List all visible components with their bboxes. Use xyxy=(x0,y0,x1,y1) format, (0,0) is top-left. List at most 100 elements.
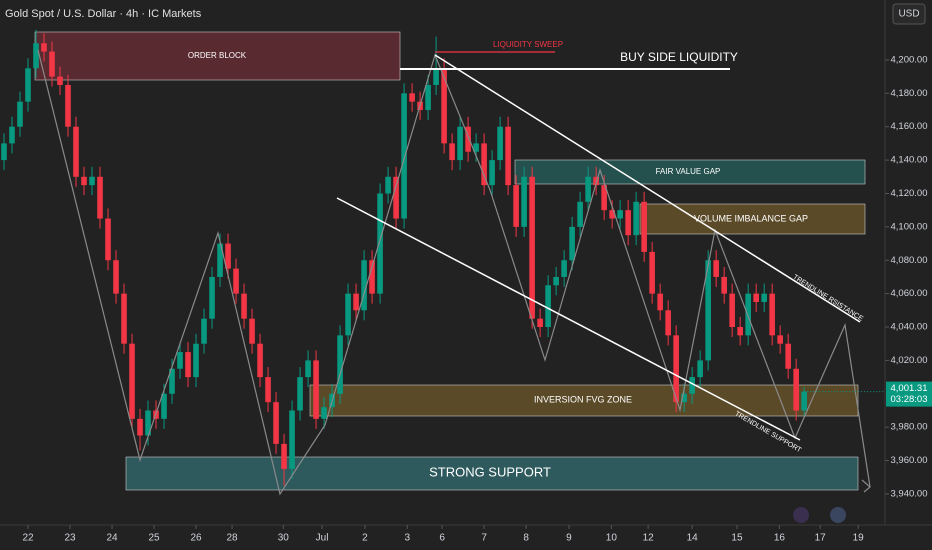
y-tick-label: 4,120.00 xyxy=(891,188,928,199)
candle-body xyxy=(473,143,479,152)
candle-body xyxy=(129,343,135,419)
x-tick-label: 23 xyxy=(64,533,76,544)
x-tick-label: 12 xyxy=(643,533,655,544)
candle-body xyxy=(713,260,719,277)
candle-body xyxy=(337,335,343,394)
candle-body xyxy=(457,126,463,161)
candle-body xyxy=(801,391,807,411)
x-tick-label: 15 xyxy=(731,533,743,544)
zigzag-path xyxy=(37,49,871,496)
y-tick-label: 4,060.00 xyxy=(891,288,928,299)
candle-body xyxy=(121,293,127,344)
flag-icon[interactable] xyxy=(830,507,846,523)
drawings xyxy=(34,31,866,491)
candle-body xyxy=(81,176,87,186)
candle-body xyxy=(377,193,383,294)
trendline-resistance xyxy=(434,54,861,323)
candle-body xyxy=(609,210,615,219)
candle-body xyxy=(49,51,55,77)
x-tick-label: 8 xyxy=(523,533,529,544)
candle-body xyxy=(233,268,239,294)
x-tick-label: 26 xyxy=(190,533,202,544)
candles xyxy=(1,29,807,486)
x-tick-label: Jul xyxy=(316,533,329,544)
y-tick-label: 4,140.00 xyxy=(891,155,928,166)
candle-body xyxy=(273,402,279,444)
candle-body xyxy=(169,368,175,394)
candle-body xyxy=(137,418,143,436)
candle-body xyxy=(9,126,15,144)
candle-body xyxy=(425,84,431,111)
order-block-zone xyxy=(34,31,401,81)
y-tick-label: 4,100.00 xyxy=(891,221,928,232)
arrow-head xyxy=(861,479,871,493)
candle-body xyxy=(193,343,199,378)
candle-body xyxy=(217,243,223,277)
candle-body xyxy=(481,143,487,186)
drawings-lines xyxy=(37,49,871,496)
candle-body xyxy=(513,185,519,227)
inversion-fvg-zone xyxy=(309,384,859,417)
annotation: BUY SIDE LIQUIDITY xyxy=(620,50,738,64)
candle-body xyxy=(201,318,207,344)
x-tick-label: 2 xyxy=(362,533,368,544)
candle-body xyxy=(281,443,287,469)
candle-body xyxy=(529,176,535,319)
candle-body xyxy=(289,410,295,469)
candle-body xyxy=(65,84,71,127)
candle-body xyxy=(505,126,511,186)
candle-body xyxy=(17,101,23,127)
chart-title: Gold Spot / U.S. Dollar · 4h · IC Market… xyxy=(5,8,202,20)
countdown-label: 03:28:03 xyxy=(891,394,928,405)
candle-body xyxy=(297,377,303,411)
candle-body xyxy=(777,335,783,344)
y-tick-label: 4,020.00 xyxy=(891,355,928,366)
annotation: ORDER BLOCK xyxy=(188,51,247,60)
last-price-box xyxy=(886,381,932,407)
candle-body xyxy=(641,201,647,252)
fvg-zone xyxy=(514,159,866,185)
candle-body xyxy=(89,176,95,186)
x-tick-label: 7 xyxy=(481,533,487,544)
candle-body xyxy=(393,176,399,219)
x-tick-label: 30 xyxy=(278,533,290,544)
last-price-label: 4,001.31 xyxy=(891,383,928,394)
candle-body xyxy=(361,260,367,311)
candle-body xyxy=(177,352,183,369)
candle-body xyxy=(321,407,327,419)
candle-body xyxy=(785,343,791,369)
candle-body xyxy=(633,201,639,236)
candle-body xyxy=(697,360,703,378)
y-tick-label: 4,180.00 xyxy=(891,88,928,99)
candle-body xyxy=(569,226,575,261)
candle-body xyxy=(209,276,215,319)
candle-body xyxy=(33,43,39,69)
candle-body xyxy=(665,310,671,336)
candle-body xyxy=(705,260,711,361)
candle-body xyxy=(257,343,263,378)
candle-body xyxy=(97,176,103,219)
candle-body xyxy=(385,176,391,194)
x-tick-label: 17 xyxy=(815,533,827,544)
y-tick-label: 3,980.00 xyxy=(891,422,928,433)
candle-body xyxy=(265,377,271,403)
candle-body xyxy=(73,126,79,177)
annotation: LIQUIDITY SWEEP xyxy=(493,40,563,49)
candle-body xyxy=(753,293,759,302)
candle-body xyxy=(657,293,663,311)
x-tick-label: 28 xyxy=(226,533,238,544)
candle-body xyxy=(113,260,119,294)
candle-body xyxy=(41,43,47,52)
event-icon[interactable] xyxy=(793,507,809,523)
candle-body xyxy=(225,243,231,269)
candle-body xyxy=(561,260,567,277)
x-tick-label: 10 xyxy=(606,533,618,544)
y-tick-label: 3,960.00 xyxy=(891,455,928,466)
x-tick-label: 22 xyxy=(22,533,34,544)
currency-button[interactable] xyxy=(892,3,926,25)
currency-label: USD xyxy=(898,9,919,20)
y-tick-label: 4,040.00 xyxy=(891,322,928,333)
candle-body xyxy=(625,210,631,236)
strong-support-zone xyxy=(125,456,859,491)
